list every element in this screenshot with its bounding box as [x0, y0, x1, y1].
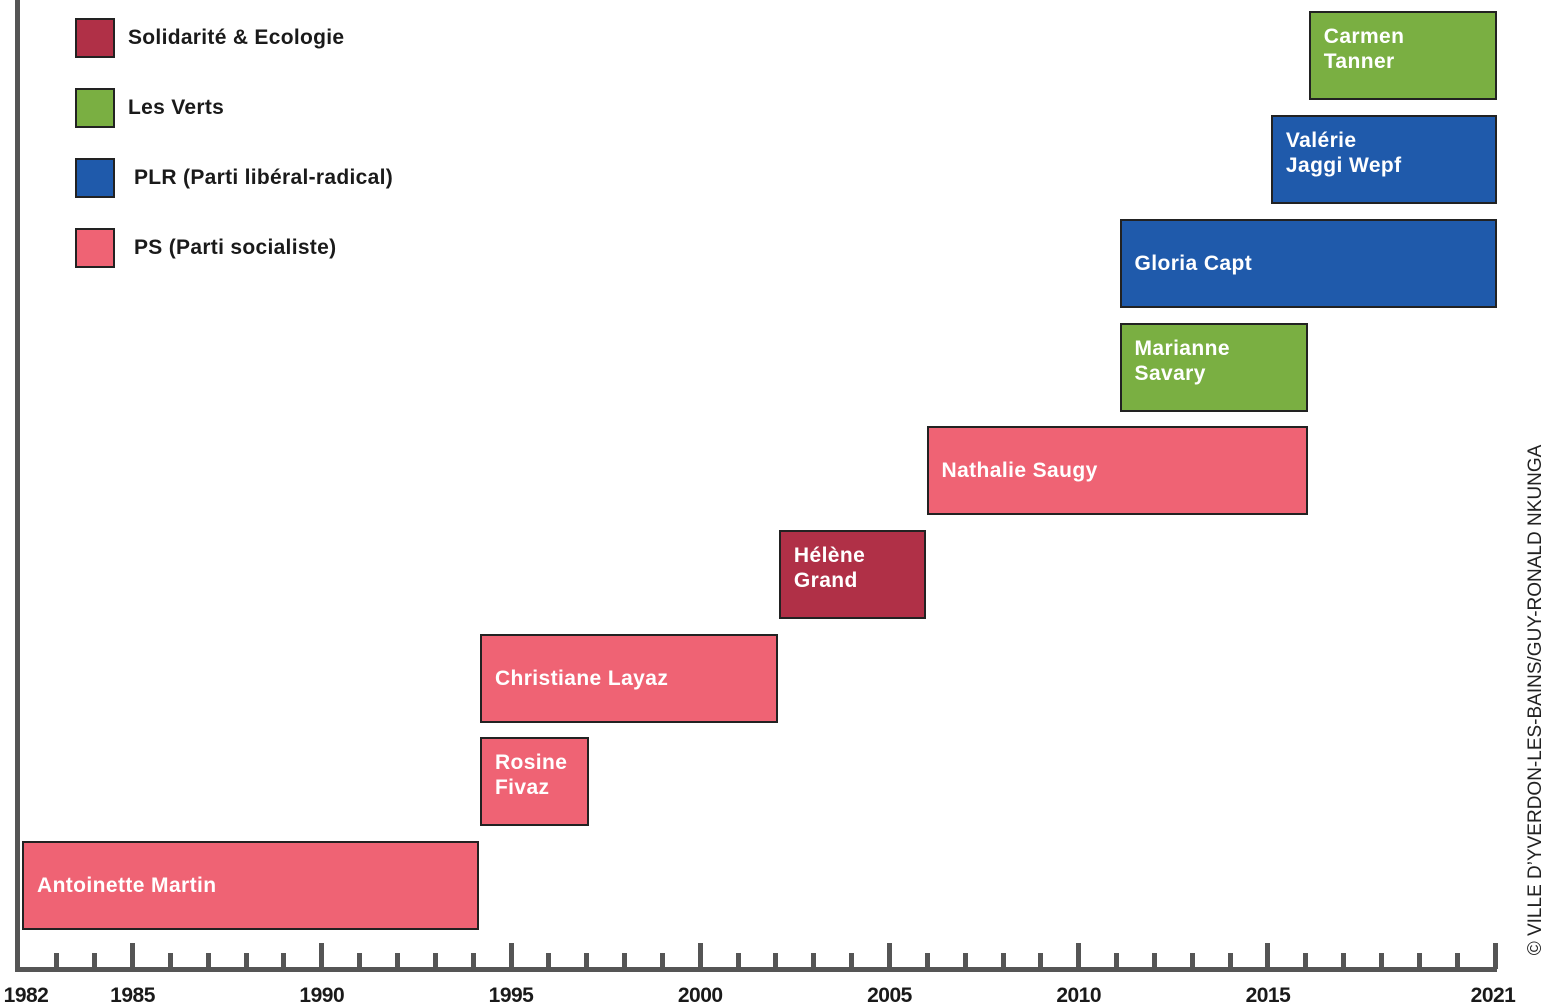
bar-label: Valérie Jaggi Wepf [1285, 129, 1402, 178]
major-tick [1265, 943, 1271, 969]
x-tick-label: 1985 [110, 984, 155, 1007]
minor-tick [1038, 953, 1044, 969]
minor-tick [1303, 953, 1309, 969]
minor-tick [773, 953, 779, 969]
minor-tick [1416, 953, 1422, 969]
major-tick [886, 943, 892, 969]
minor-tick [659, 953, 665, 969]
legend-swatch [75, 228, 115, 268]
timeline-bar [778, 529, 926, 619]
legend-label: PS (Parti socialiste) [134, 236, 337, 259]
timeline-bar [479, 633, 778, 723]
minor-tick [1151, 953, 1157, 969]
minor-tick [924, 953, 930, 969]
minor-tick [394, 953, 400, 969]
timeline-bar [926, 426, 1308, 516]
major-tick [1076, 943, 1082, 969]
timeline-bar [1119, 218, 1497, 308]
x-tick-label: 2005 [867, 984, 912, 1007]
bar-label: Rosine Fivaz [494, 751, 568, 800]
legend-swatch [75, 18, 115, 58]
timeline-bar [1119, 322, 1308, 412]
minor-tick [54, 953, 60, 969]
minor-tick [281, 953, 287, 969]
minor-tick [849, 953, 855, 969]
minor-tick [1114, 953, 1120, 969]
major-tick [1492, 943, 1498, 969]
minor-tick [1378, 953, 1384, 969]
bar-label: Gloria Capt [1134, 251, 1253, 275]
legend-label: PLR (Parti libéral-radical) [134, 166, 394, 189]
legend-swatch [75, 158, 115, 198]
minor-tick [962, 953, 968, 969]
minor-tick [1227, 953, 1233, 969]
major-tick [319, 943, 325, 969]
bar-label: Carmen Tanner [1323, 25, 1405, 74]
minor-tick [811, 953, 817, 969]
minor-tick [1000, 953, 1006, 969]
minor-tick [357, 953, 363, 969]
minor-tick [1454, 953, 1460, 969]
y-axis-line [15, 0, 20, 972]
minor-tick [92, 953, 98, 969]
timeline-bar [1308, 11, 1497, 101]
timeline-bar [479, 737, 589, 827]
minor-tick [1341, 953, 1347, 969]
x-tick-label: 2021 [1470, 984, 1516, 1007]
minor-tick [622, 953, 628, 969]
minor-tick [1189, 953, 1195, 969]
minor-tick [432, 953, 438, 969]
minor-tick [546, 953, 552, 969]
x-tick-label: 2015 [1245, 984, 1291, 1007]
bar-label: Christiane Layaz [494, 666, 669, 690]
minor-tick [243, 953, 249, 969]
x-tick-label: 2010 [1056, 984, 1102, 1007]
legend-label: Solidarité & Ecologie [128, 26, 345, 49]
x-tick-label: 1990 [299, 984, 345, 1007]
legend-label: Les Verts [128, 96, 225, 119]
x-tick-label: 2000 [677, 984, 723, 1007]
timeline-bar [1270, 115, 1497, 205]
legend-swatch [75, 88, 115, 128]
minor-tick [584, 953, 590, 969]
bar-label: Marianne Savary [1134, 336, 1230, 385]
minor-tick [470, 953, 476, 969]
major-tick [130, 943, 136, 969]
photo-credit: © VILLE D’YVERDON-LES-BAINS/GUY-RONALD N… [1525, 444, 1546, 956]
timeline-bar [22, 841, 479, 930]
x-tick-label: 1995 [488, 984, 534, 1007]
major-tick [697, 943, 703, 969]
bar-label: Nathalie Saugy [941, 459, 1098, 483]
minor-tick [167, 953, 173, 969]
bar-label: Antoinette Martin [37, 874, 217, 897]
minor-tick [205, 953, 211, 969]
x-axis-line [15, 967, 1497, 972]
major-tick [508, 943, 514, 969]
bar-label: Hélène Grand [793, 543, 866, 592]
x-tick-label: 1982 [3, 984, 49, 1007]
minor-tick [735, 953, 741, 969]
